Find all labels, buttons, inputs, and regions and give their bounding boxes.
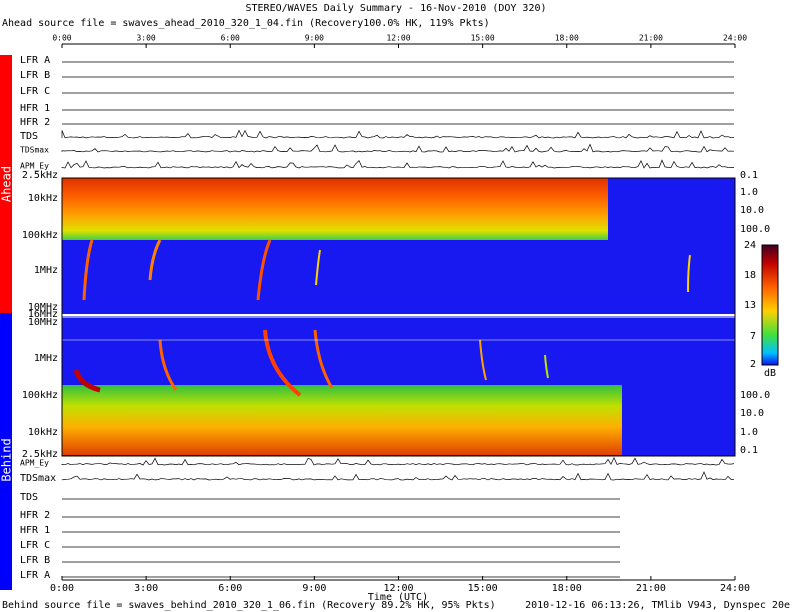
time-tick-label: 12:00: [383, 583, 413, 594]
trace: [61, 471, 735, 481]
panel-label: TDS: [20, 131, 38, 142]
panel-label: LFR C: [20, 86, 50, 97]
ahead-bar: [0, 55, 12, 313]
footer-info: 2010-12-16 06:13:26, TMlib V943, Dynspec…: [525, 600, 790, 611]
freq-label: 1MHz: [34, 353, 58, 364]
right-label: 10.0: [740, 205, 764, 216]
time-tick-label: 18:00: [555, 34, 579, 43]
panel-label: TDSmax: [20, 146, 49, 155]
right-label: 100.0: [740, 224, 770, 235]
colorbar-label: 24: [744, 240, 756, 251]
time-tick-label: 6:00: [218, 583, 242, 594]
freq-label: 16MHz: [28, 309, 58, 320]
colorbar-label: 7: [750, 331, 756, 342]
freq-label: 10MHz: [28, 317, 58, 328]
time-tick-label: 12:00: [386, 34, 410, 43]
time-tick-label: 15:00: [471, 34, 495, 43]
freq-label: 1MHz: [34, 265, 58, 276]
freq-label: 100kHz: [22, 390, 58, 401]
panel-label: LFR B: [20, 555, 50, 566]
trace: [61, 143, 735, 153]
time-tick-label: 15:00: [468, 583, 498, 594]
trace: [61, 129, 735, 139]
panel-label: HFR 1: [20, 525, 50, 536]
ahead-label: Ahead: [0, 166, 14, 202]
time-tick-label: 0:00: [50, 583, 74, 594]
panel-label: TDSmax: [20, 473, 56, 484]
trace: [61, 456, 735, 466]
ahead-source: Ahead source file = swaves_ahead_2010_32…: [2, 18, 490, 29]
panel-label: HFR 1: [20, 103, 50, 114]
freq-label: 10kHz: [28, 427, 58, 438]
time-tick-label: 24:00: [723, 34, 747, 43]
colorbar-unit: dB: [764, 368, 776, 379]
ahead-spectrum-lowfreq: [62, 178, 608, 240]
time-tick-label: 9:00: [302, 583, 326, 594]
behind-label: Behind: [0, 438, 14, 481]
panel-label: LFR B: [20, 70, 50, 81]
time-tick-label: 9:00: [305, 34, 324, 43]
behind-spectrum-lowfreq: [62, 385, 622, 455]
right-label: 1.0: [740, 427, 758, 438]
time-tick-label: 18:00: [552, 583, 582, 594]
panel-label: APM_Ey: [20, 459, 49, 468]
time-tick-label: 21:00: [636, 583, 666, 594]
time-tick-label: 24:00: [720, 583, 750, 594]
right-label: 0.1: [740, 445, 758, 456]
right-label: 1.0: [740, 187, 758, 198]
colorbar-label: 18: [744, 270, 756, 281]
freq-label: 10MHz: [28, 302, 58, 313]
time-tick-label: 6:00: [221, 34, 240, 43]
time-tick-label: 3:00: [136, 34, 155, 43]
colorbar-label: 13: [744, 300, 756, 311]
colorbar-label: 2: [750, 359, 756, 370]
right-label: 0.1: [740, 170, 758, 181]
panel-label: LFR A: [20, 570, 50, 581]
panel-label: HFR 2: [20, 117, 50, 128]
freq-label: 2.5kHz: [22, 170, 58, 181]
panel-label: HFR 2: [20, 510, 50, 521]
freq-label: 10kHz: [28, 193, 58, 204]
right-label: 100.0: [740, 390, 770, 401]
colorbar: [761, 244, 779, 366]
time-tick-label: 3:00: [134, 583, 158, 594]
panel-label: TDS: [20, 492, 38, 503]
panel-label: APM_Ey: [20, 162, 49, 171]
right-label: 10.0: [740, 408, 764, 419]
radio-bursts: [73, 239, 691, 397]
panel-label: LFR A: [20, 55, 50, 66]
title: STEREO/WAVES Daily Summary - 16-Nov-2010…: [245, 3, 546, 14]
freq-label: 2.5kHz: [22, 449, 58, 460]
behind-bar: [0, 313, 12, 590]
time-axis-label: Time (UTC): [368, 592, 428, 603]
panel-label: LFR C: [20, 540, 50, 551]
spectrum-frame: [61, 177, 736, 457]
behind-source: Behind source file = swaves_behind_2010_…: [2, 600, 496, 611]
freq-label: 100kHz: [22, 230, 58, 241]
time-tick-label: 21:00: [639, 34, 663, 43]
time-tick-label: 0:00: [52, 34, 71, 43]
trace: [61, 159, 734, 169]
